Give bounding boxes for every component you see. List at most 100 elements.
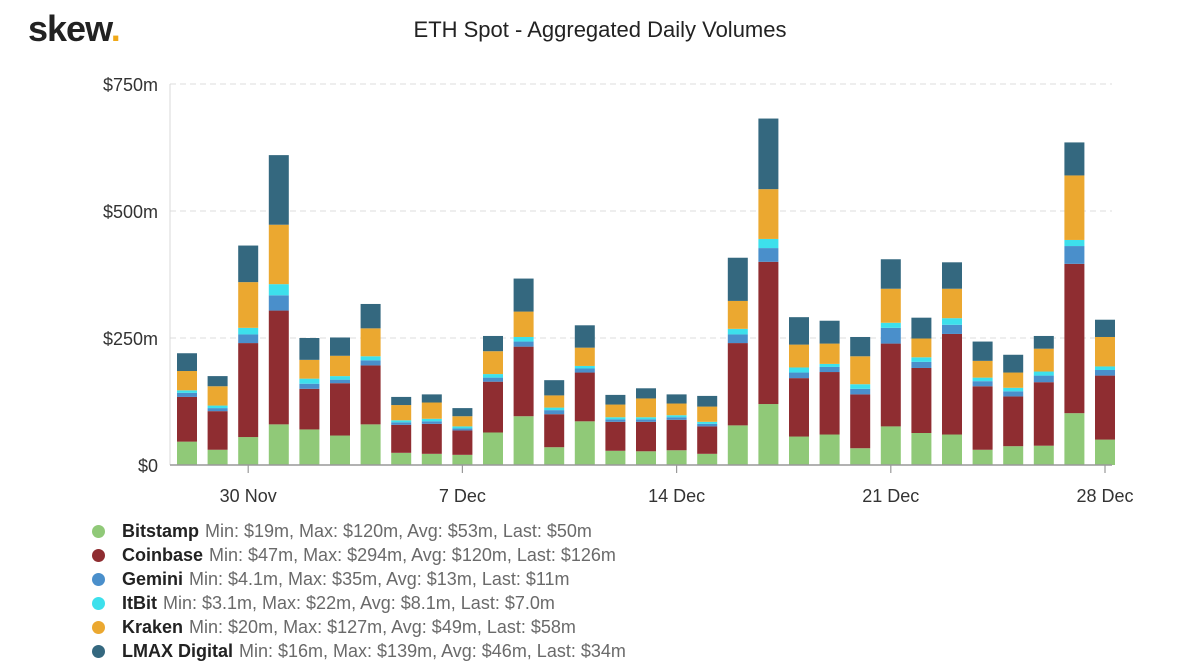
- bar-segment-lmax-digital: [819, 320, 840, 344]
- legend-item-lmax-digital[interactable]: LMAX Digital Min: $16m, Max: $139m, Avg: …: [92, 639, 626, 663]
- legend-marker-icon: [92, 548, 105, 562]
- bar-segment-gemini: [360, 360, 381, 366]
- bar-segment-gemini: [666, 417, 687, 420]
- bar-stacks: [177, 118, 1115, 465]
- bar-segment-itbit: [850, 384, 871, 389]
- bar-segment-coinbase: [421, 423, 442, 454]
- bar-segment-kraken: [1003, 372, 1024, 388]
- bar-segment-bitstamp: [666, 450, 687, 465]
- bar-segment-coinbase: [972, 386, 993, 450]
- bar-segment-gemini: [238, 334, 259, 344]
- bar-segment-kraken: [697, 406, 718, 422]
- bar-segment-gemini: [880, 327, 901, 344]
- bar-stack: [299, 338, 320, 465]
- bar-segment-bitstamp: [544, 447, 565, 465]
- bar-stack: [452, 408, 473, 465]
- bar-segment-gemini: [483, 377, 503, 382]
- bar-segment-bitstamp: [299, 429, 320, 465]
- bar-segment-bitstamp: [1003, 446, 1024, 465]
- legend-item-coinbase[interactable]: Coinbase Min: $47m, Max: $294m, Avg: $120…: [92, 543, 626, 567]
- bar-segment-lmax-digital: [238, 245, 259, 283]
- bar-segment-itbit: [636, 417, 656, 420]
- legend-series-name: LMAX Digital: [122, 640, 233, 661]
- legend-series-name: Coinbase: [122, 544, 204, 565]
- bar-stack: [758, 118, 779, 465]
- bar-segment-lmax-digital: [636, 388, 656, 399]
- bar-segment-kraken: [177, 371, 197, 391]
- legend-series-stats: Min: $3.1m, Max: $22m, Avg: $8.1m, Last:…: [163, 592, 555, 613]
- bar-segment-gemini: [452, 428, 473, 431]
- bar-stack: [942, 262, 962, 465]
- bar-segment-kraken: [574, 347, 595, 366]
- bar-stack: [391, 396, 412, 465]
- bar-segment-gemini: [850, 388, 871, 395]
- bar-segment-bitstamp: [880, 426, 901, 465]
- legend-marker-icon: [92, 644, 105, 658]
- bar-segment-bitstamp: [483, 432, 503, 465]
- bar-segment-itbit: [299, 378, 320, 384]
- bar-segment-lmax-digital: [391, 396, 412, 406]
- bar-stack: [636, 388, 656, 465]
- bar-segment-bitstamp: [819, 434, 840, 465]
- bar-segment-lmax-digital: [697, 395, 718, 407]
- bar-segment-lmax-digital: [1064, 142, 1085, 176]
- legend: Bitstamp Min: $19m, Max: $120m, Avg: $53m…: [92, 519, 626, 663]
- bar-segment-lmax-digital: [483, 335, 503, 352]
- legend-series-name: Bitstamp: [122, 520, 200, 541]
- bar-segment-lmax-digital: [268, 155, 289, 225]
- legend-item-bitstamp[interactable]: Bitstamp Min: $19m, Max: $120m, Avg: $53m…: [92, 519, 626, 543]
- bar-segment-gemini: [758, 248, 779, 262]
- bar-segment-kraken: [819, 343, 840, 364]
- legend-item-kraken[interactable]: Kraken Min: $20m, Max: $127m, Avg: $49m, …: [92, 615, 626, 639]
- bar-segment-kraken: [421, 402, 442, 419]
- bar-segment-gemini: [513, 341, 534, 347]
- bar-segment-gemini: [819, 366, 840, 373]
- bar-segment-coinbase: [330, 383, 350, 436]
- bar-segment-coinbase: [513, 346, 534, 417]
- y-tick-label: $0: [138, 456, 158, 476]
- bar-segment-itbit: [1064, 239, 1085, 247]
- bar-segment-gemini: [1033, 375, 1054, 383]
- bar-segment-coinbase: [727, 343, 748, 426]
- bar-segment-kraken: [636, 398, 656, 418]
- bar-segment-lmax-digital: [177, 353, 197, 372]
- bar-segment-bitstamp: [636, 451, 656, 465]
- bar-segment-kraken: [238, 282, 259, 328]
- bar-segment-kraken: [942, 288, 962, 319]
- bar-segment-kraken: [391, 405, 412, 421]
- bar-segment-coinbase: [177, 396, 197, 442]
- bar-segment-kraken: [483, 351, 503, 375]
- bar-segment-kraken: [207, 386, 228, 406]
- legend-series-stats: Min: $16m, Max: $139m, Avg: $46m, Last: …: [239, 640, 626, 661]
- legend-item-gemini[interactable]: Gemini Min: $4.1m, Max: $35m, Avg: $13m, …: [92, 567, 626, 591]
- legend-series-name: Kraken: [122, 616, 184, 637]
- logo-text: skew: [28, 8, 112, 49]
- bar-segment-gemini: [1064, 246, 1085, 264]
- skew-logo: skew.: [28, 8, 121, 50]
- bar-segment-gemini: [1095, 370, 1115, 376]
- bar-segment-kraken: [880, 288, 901, 323]
- bar-segment-kraken: [727, 300, 748, 329]
- bar-segment-kraken: [268, 224, 289, 285]
- bar-stack: [850, 336, 871, 465]
- bar-segment-coinbase: [636, 421, 656, 452]
- bar-segment-lmax-digital: [207, 376, 228, 387]
- bar-segment-coinbase: [360, 365, 381, 425]
- bar-segment-gemini: [299, 383, 320, 389]
- bar-segment-kraken: [850, 356, 871, 385]
- bar-segment-itbit: [605, 417, 626, 420]
- bar-segment-lmax-digital: [513, 278, 534, 312]
- bar-segment-itbit: [880, 322, 901, 328]
- bar-segment-gemini: [207, 408, 228, 412]
- bar-stack: [330, 337, 350, 465]
- bar-segment-bitstamp: [1064, 413, 1085, 465]
- bar-segment-gemini: [727, 334, 748, 344]
- bar-segment-bitstamp: [421, 453, 442, 465]
- legend-item-itbit[interactable]: ItBit Min: $3.1m, Max: $22m, Avg: $8.1m, …: [92, 591, 626, 615]
- bar-segment-kraken: [758, 189, 779, 239]
- bar-segment-kraken: [666, 403, 687, 416]
- bar-segment-bitstamp: [574, 421, 595, 465]
- x-tick-label: 28 Dec: [1076, 486, 1133, 506]
- bar-segment-gemini: [391, 422, 412, 425]
- bar-segment-coinbase: [207, 411, 228, 450]
